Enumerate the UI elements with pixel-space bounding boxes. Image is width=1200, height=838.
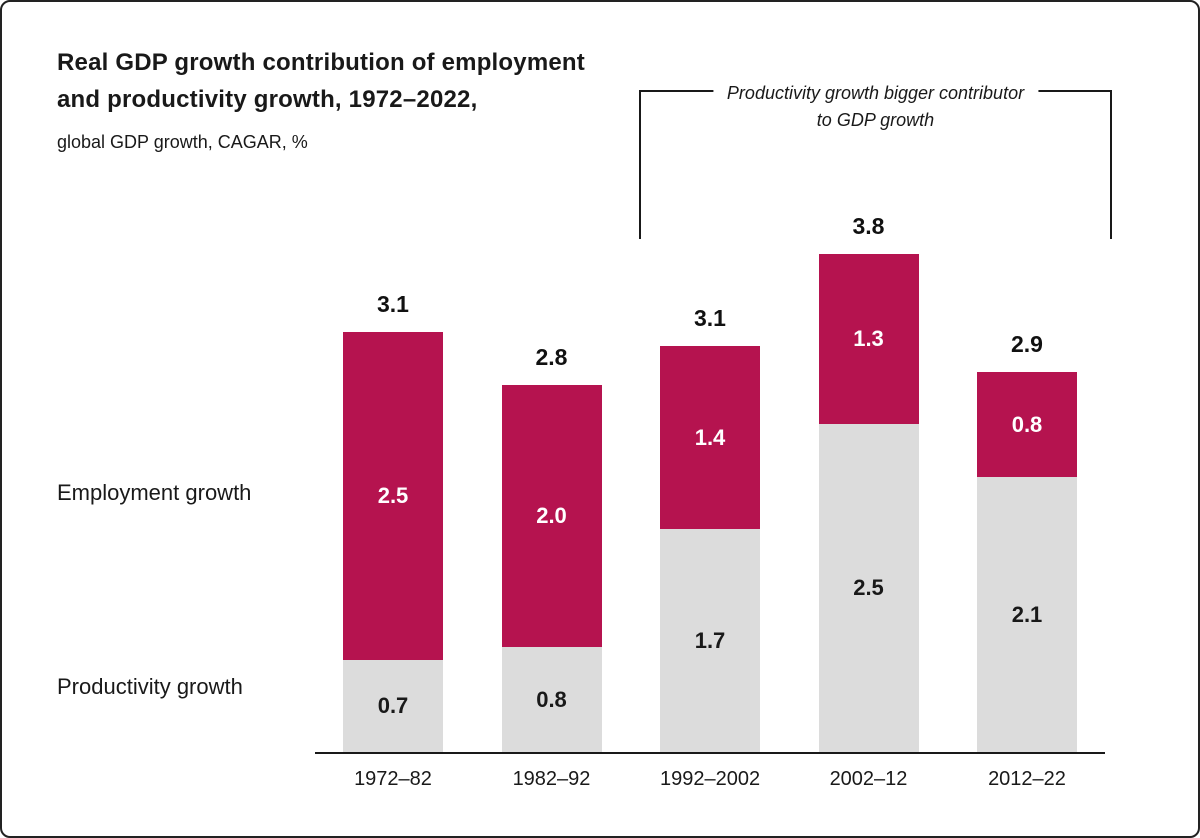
annotation-bracket: Productivity growth bigger contributor t…: [639, 80, 1112, 239]
employment-value-label: 2.0: [536, 503, 567, 528]
chart-area: 3.1 2.5 0.7 2.8 2.0 0.8 3.1 1.4 1.7 3.8 1.3 2.5 2.9 0…: [315, 162, 1105, 791]
employment-value-label: 0.8: [1011, 411, 1043, 437]
employment-value-label: 2.5: [377, 483, 409, 508]
x-axis-label: 1992–2002: [659, 768, 761, 790]
x-axis-label: 2012–22: [988, 768, 1066, 790]
bar-column: 2.8 2.0 0.8: [501, 344, 602, 752]
employment-segment: 2.5: [343, 332, 443, 660]
chart-title-line1: Real GDP growth contribution of employme…: [57, 49, 585, 76]
employment-segment: 1.3: [818, 254, 919, 424]
employment-segment: 2.0: [501, 385, 602, 647]
productivity-value-label: 2.1: [1011, 601, 1043, 627]
employment-value-label: 1.3: [853, 326, 884, 351]
productivity-segment: 0.8: [501, 647, 602, 752]
series-label-productivity-growth: Productivity growth: [57, 674, 243, 699]
productivity-value-label: 1.7: [694, 627, 726, 653]
chart-title-line2: and productivity growth, 1972–2022,: [57, 86, 478, 113]
bar-column: 3.8 1.3 2.5: [818, 213, 919, 752]
productivity-value-label: 2.5: [853, 575, 884, 600]
productivity-segment: 0.7: [343, 660, 443, 752]
bars-plot-area: 3.1 2.5 0.7 2.8 2.0 0.8 3.1 1.4 1.7 3.8 1.3 2.5 2.9 0…: [315, 162, 1105, 754]
bar-total-label: 3.1: [377, 291, 409, 317]
productivity-value-label: 0.8: [536, 686, 567, 712]
chart-title: Real GDP growth contribution of employme…: [57, 44, 585, 118]
annotation-text: Productivity growth bigger contributor t…: [712, 80, 1039, 134]
productivity-segment: 1.7: [660, 529, 760, 752]
bar-total-label: 2.8: [535, 344, 568, 370]
productivity-value-label: 0.7: [377, 693, 409, 718]
employment-segment: 0.8: [977, 372, 1077, 477]
bar-total-label: 2.9: [1011, 331, 1043, 357]
productivity-segment: 2.5: [818, 424, 919, 752]
bar-column: 3.1 1.4 1.7: [660, 305, 760, 752]
x-axis-labels: 1972–82 1982–92 1992–2002 2002–12 2012–22: [315, 768, 1105, 791]
annotation-line1: Productivity growth bigger contributor: [726, 83, 1025, 103]
employment-value-label: 1.4: [694, 424, 726, 450]
bar-column: 2.9 0.8 2.1: [977, 331, 1077, 752]
x-axis-label: 1972–82: [354, 768, 432, 790]
series-label-employment-growth: Employment growth: [57, 480, 252, 505]
bar-total-label: 3.1: [694, 305, 726, 331]
x-axis-label: 1982–92: [512, 768, 591, 790]
annotation-line2: to GDP growth: [816, 110, 935, 130]
bar-total-label: 3.8: [852, 213, 885, 239]
bar-column: 3.1 2.5 0.7: [343, 291, 443, 752]
employment-segment: 1.4: [660, 346, 760, 529]
x-axis-label: 2002–12: [829, 768, 908, 790]
productivity-segment: 2.1: [977, 477, 1077, 752]
chart-subtitle: global GDP growth, CAGAR, %: [57, 132, 308, 152]
